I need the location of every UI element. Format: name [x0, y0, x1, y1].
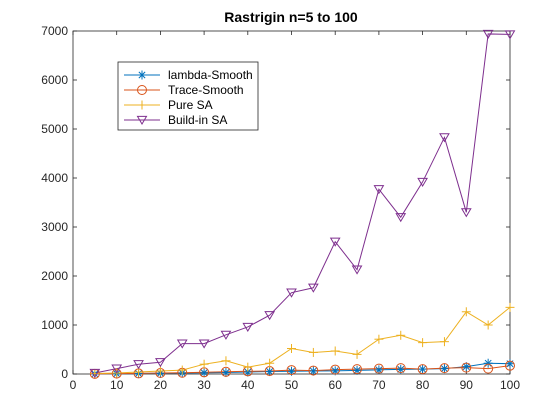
data-point: [439, 133, 450, 143]
data-point: [220, 366, 231, 377]
data-point: [308, 366, 318, 376]
data-point: [177, 365, 187, 375]
data-point: [352, 349, 362, 359]
x-tick-label: 40: [241, 378, 255, 392]
y-tick-label: 4000: [41, 171, 68, 185]
data-point: [89, 368, 101, 379]
data-point: [395, 213, 407, 223]
data-point: [439, 363, 450, 374]
data-point: [243, 362, 253, 372]
data-point: [483, 320, 493, 330]
data-point: [373, 185, 385, 195]
data-point: [111, 364, 123, 374]
data-point: [199, 359, 209, 369]
data-point: [264, 311, 276, 321]
x-tick-label: 90: [460, 378, 474, 392]
data-point: [505, 302, 515, 312]
x-tick-label: 20: [154, 378, 168, 392]
data-point: [286, 365, 297, 376]
legend-label: lambda-Smooth: [168, 68, 253, 82]
data-point: [242, 322, 254, 332]
legend-marker: [137, 70, 147, 80]
y-tick-label: 6000: [41, 73, 68, 87]
legend-label: Pure SA: [168, 98, 213, 112]
data-point: [351, 265, 363, 275]
data-point: [198, 339, 210, 349]
data-point: [155, 366, 165, 376]
series-markers: [89, 29, 516, 379]
x-tick-label: 30: [197, 378, 211, 392]
axis-ticks: 0 10 20 30 40 50 60 70 80 90 100010002000300040005…: [41, 24, 520, 392]
y-tick-label: 2000: [41, 269, 68, 283]
y-tick-label: 1000: [41, 318, 68, 332]
legend-box: [117, 61, 259, 131]
data-point: [461, 307, 471, 317]
data-point: [374, 334, 384, 344]
x-tick-label: 100: [500, 378, 520, 392]
data-point: [329, 237, 341, 247]
data-point: [287, 344, 296, 354]
x-tick-label: 60: [329, 378, 343, 392]
data-point: [155, 358, 166, 368]
data-point: [221, 368, 231, 378]
x-tick-label: 70: [372, 378, 386, 392]
y-tick-label: 0: [61, 367, 68, 381]
data-point: [221, 356, 231, 366]
data-point: [286, 288, 297, 298]
data-point: [352, 364, 363, 375]
legend-label: Build-in SA: [168, 113, 227, 127]
data-point: [133, 360, 144, 370]
data-point: [308, 365, 319, 376]
data-point: [220, 330, 232, 340]
data-point: [439, 337, 449, 347]
data-point: [395, 363, 406, 374]
data-point: [417, 364, 428, 375]
data-point: [461, 362, 471, 372]
data-point: [265, 367, 275, 377]
data-point: [199, 368, 209, 378]
data-point: [483, 358, 493, 368]
x-tick-label: 10: [110, 378, 124, 392]
data-point: [505, 359, 515, 369]
legend-marker: [137, 100, 147, 110]
data-point: [505, 360, 515, 371]
data-point: [330, 364, 341, 375]
data-point: [396, 330, 406, 340]
data-point: [352, 365, 362, 375]
data-point: [461, 362, 472, 373]
legend-marker: [136, 115, 148, 126]
x-tick-label: 0: [70, 378, 77, 392]
data-point: [482, 29, 494, 39]
y-tick-label: 3000: [41, 220, 68, 234]
legend-label: Trace-Smooth: [168, 83, 244, 97]
x-tick-label: 80: [416, 378, 430, 392]
data-point: [417, 177, 428, 187]
y-tick-label: 5000: [41, 122, 68, 136]
data-point: [307, 283, 319, 293]
data-point: [373, 363, 384, 374]
data-point: [483, 363, 494, 374]
y-tick-label: 7000: [41, 24, 68, 38]
chart-title: Rastrigin n=5 to 100: [224, 9, 358, 25]
data-point: [418, 338, 428, 348]
data-point: [265, 358, 275, 368]
data-point: [418, 364, 428, 374]
data-point: [330, 346, 340, 356]
data-point: [176, 339, 188, 349]
x-tick-label: 50: [285, 378, 299, 392]
data-point: [460, 208, 472, 218]
data-point: [308, 347, 318, 357]
legend-marker: [137, 85, 147, 95]
data-point: [504, 30, 516, 40]
data-point: [439, 364, 449, 374]
